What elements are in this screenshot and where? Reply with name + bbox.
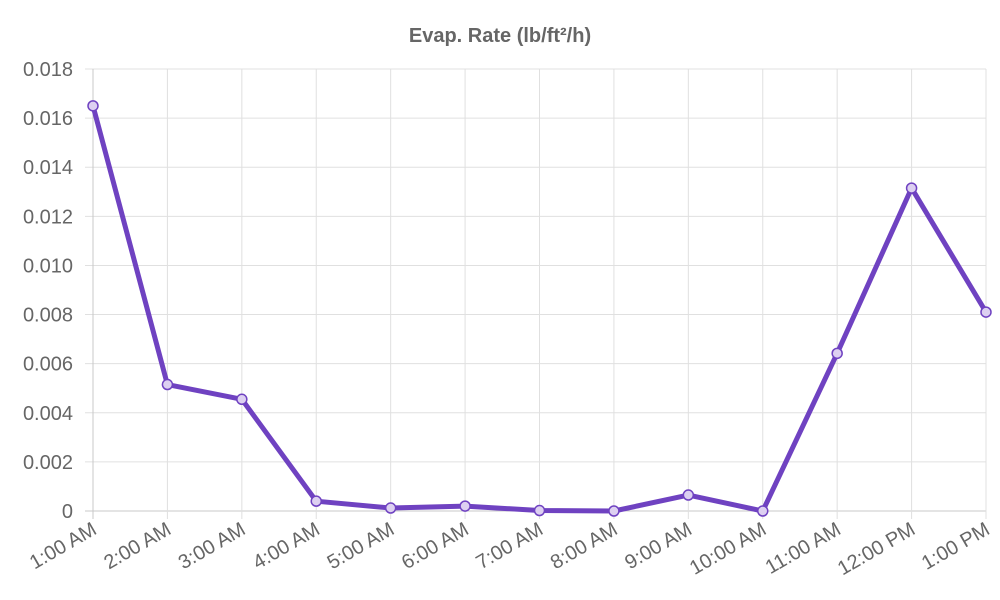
data-point[interactable] [533, 504, 546, 517]
x-tick-label: 8:00 AM [547, 518, 622, 574]
data-point[interactable] [608, 505, 620, 517]
x-tick-label: 4:00 AM [249, 518, 324, 574]
y-tick-label: 0.002 [23, 452, 73, 474]
y-tick-label: 0.004 [23, 403, 73, 425]
y-tick-label: 0.012 [23, 206, 73, 228]
chart-title: Evap. Rate (lb/ft²/h) [409, 25, 591, 47]
y-tick-label: 0.006 [23, 354, 73, 376]
y-tick-label: 0 [62, 501, 73, 523]
data-point[interactable] [905, 182, 918, 194]
y-tick-label: 0.014 [23, 157, 73, 179]
data-point[interactable] [459, 500, 471, 512]
data-point[interactable] [161, 378, 174, 391]
x-tick-label: 9:00 AM [621, 518, 696, 574]
data-point[interactable] [384, 502, 397, 514]
x-tick-label: 12:00 PM [834, 518, 919, 580]
data-point[interactable] [757, 505, 769, 517]
data-point[interactable] [310, 495, 322, 507]
grid [85, 68, 987, 519]
x-tick-label: 2:00 AM [100, 518, 175, 574]
y-tick-label: 0.010 [23, 255, 73, 277]
x-tick-label: 3:00 AM [175, 518, 250, 574]
x-tick-label: 1:00 AM [26, 518, 101, 574]
y-axis-ticks: 0 0.002 0.004 0.006 0.008 0.010 0.012 0.014 0.01… [23, 59, 73, 523]
x-tick-label: 1:00 PM [918, 518, 994, 574]
series-points [87, 100, 992, 517]
x-tick-label: 11:00 AM [762, 518, 845, 579]
y-tick-label: 0.016 [23, 108, 73, 130]
x-tick-label: 10:00 AM [686, 518, 770, 579]
data-point[interactable] [831, 347, 843, 360]
y-tick-label: 0.008 [23, 305, 73, 327]
data-point[interactable] [980, 306, 992, 318]
x-tick-label: 6:00 AM [398, 518, 473, 574]
data-point[interactable] [87, 100, 99, 112]
data-point[interactable] [682, 489, 695, 501]
data-point[interactable] [236, 393, 248, 406]
y-tick-label: 0.018 [23, 59, 73, 81]
x-axis-ticks: 1:00 AM 2:00 AM 3:00 AM 4:00 AM 5:00 AM 6:00 … [26, 518, 994, 580]
x-tick-label: 5:00 AM [324, 518, 399, 574]
x-tick-label: 7:00 AM [472, 518, 547, 574]
